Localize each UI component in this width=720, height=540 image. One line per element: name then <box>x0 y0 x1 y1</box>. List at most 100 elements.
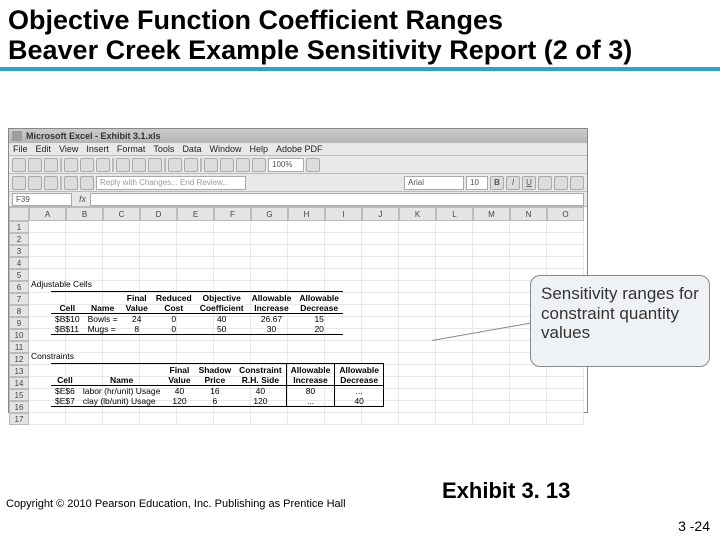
col-header[interactable]: M <box>473 207 510 221</box>
menu-bar[interactable]: File Edit View Insert Format Tools Data … <box>9 143 587 156</box>
toolbar-standard[interactable]: 100% <box>9 156 587 174</box>
preview-icon[interactable] <box>80 158 94 172</box>
fx-icon[interactable]: fx <box>79 194 86 204</box>
row-header[interactable]: 9 <box>9 317 29 329</box>
open-icon[interactable] <box>28 158 42 172</box>
row-header[interactable]: 15 <box>9 389 29 401</box>
row-header[interactable]: 6 <box>9 281 29 293</box>
col-header[interactable]: K <box>399 207 436 221</box>
row-header[interactable]: 11 <box>9 341 29 353</box>
zoom-box[interactable]: 100% <box>268 158 304 172</box>
cell-ref: $B$11 <box>51 324 84 335</box>
col-header[interactable]: B <box>66 207 103 221</box>
menu-data[interactable]: Data <box>182 144 201 154</box>
new-icon[interactable] <box>12 158 26 172</box>
menu-tools[interactable]: Tools <box>153 144 174 154</box>
row-header[interactable]: 1 <box>9 221 29 233</box>
titlebar-app: Microsoft Excel <box>26 131 93 141</box>
menu-format[interactable]: Format <box>117 144 146 154</box>
pdf-icon[interactable] <box>12 176 26 190</box>
cell-ref: $E$6 <box>51 386 79 397</box>
pdf-mail-icon[interactable] <box>28 176 42 190</box>
font-size-box[interactable]: 10 <box>466 176 488 190</box>
align-center-icon[interactable] <box>554 176 568 190</box>
hdr-value: Value <box>164 375 194 386</box>
window-titlebar: Microsoft Excel - Exhibit 3.1.xls <box>9 129 587 143</box>
col-header[interactable]: N <box>510 207 547 221</box>
column-headers[interactable]: A B C D E F G H I J K L M N O <box>9 207 587 221</box>
select-all-corner[interactable] <box>9 207 29 221</box>
pdf-review-icon[interactable] <box>44 176 58 190</box>
review-text: Reply with Changes... End Review... <box>96 176 246 190</box>
cell-val: 24 <box>122 314 152 325</box>
row-header[interactable]: 8 <box>9 305 29 317</box>
col-header[interactable]: C <box>103 207 140 221</box>
redo-icon[interactable] <box>184 158 198 172</box>
excel-icon <box>12 131 22 141</box>
row-header[interactable]: 17 <box>9 413 29 425</box>
menu-view[interactable]: View <box>59 144 78 154</box>
col-header[interactable]: F <box>214 207 251 221</box>
col-header[interactable]: J <box>362 207 399 221</box>
table-row: $B$11 Mugs = 8 0 50 30 20 <box>51 324 343 335</box>
worksheet-grid[interactable]: A B C D E F G H I J K L M N O 1234567891… <box>9 207 587 425</box>
help-icon[interactable] <box>306 158 320 172</box>
underline-icon[interactable]: U <box>522 176 536 190</box>
row-header[interactable]: 5 <box>9 269 29 281</box>
row-header[interactable]: 14 <box>9 377 29 389</box>
menu-file[interactable]: File <box>13 144 28 154</box>
menu-edit[interactable]: Edit <box>36 144 52 154</box>
row-header[interactable]: 2 <box>9 233 29 245</box>
autosum-icon[interactable] <box>204 158 218 172</box>
col-header[interactable]: L <box>436 207 473 221</box>
col-header[interactable]: G <box>251 207 288 221</box>
cut-icon[interactable] <box>116 158 130 172</box>
cell-val: 0 <box>152 314 196 325</box>
spell-icon[interactable] <box>96 158 110 172</box>
save-icon[interactable] <box>44 158 58 172</box>
row-header[interactable]: 10 <box>9 329 29 341</box>
hdr-increase: Increase <box>248 303 296 314</box>
review-icon[interactable] <box>64 176 78 190</box>
menu-window[interactable]: Window <box>209 144 241 154</box>
hdr-allow-dec: Allowable <box>335 364 384 376</box>
paste-icon[interactable] <box>148 158 162 172</box>
menu-insert[interactable]: Insert <box>86 144 109 154</box>
font-name-box[interactable]: Arial <box>404 176 464 190</box>
col-header[interactable]: D <box>140 207 177 221</box>
row-header[interactable]: 3 <box>9 245 29 257</box>
hdr-name: Name <box>84 303 122 314</box>
sort-desc-icon[interactable] <box>236 158 250 172</box>
print-icon[interactable] <box>64 158 78 172</box>
hdr-constraint: Constraint <box>235 364 286 376</box>
cell-val: 40 <box>235 386 286 397</box>
menu-adobe[interactable]: Adobe PDF <box>276 144 323 154</box>
sort-asc-icon[interactable] <box>220 158 234 172</box>
row-header[interactable]: 7 <box>9 293 29 305</box>
cell-val: 20 <box>295 324 343 335</box>
col-header[interactable]: A <box>29 207 66 221</box>
italic-icon[interactable]: I <box>506 176 520 190</box>
row-header[interactable]: 12 <box>9 353 29 365</box>
name-box[interactable]: F39 <box>12 193 72 206</box>
row-header[interactable]: 4 <box>9 257 29 269</box>
undo-icon[interactable] <box>168 158 182 172</box>
menu-help[interactable]: Help <box>249 144 268 154</box>
toolbar-reviewing[interactable]: Reply with Changes... End Review... Aria… <box>9 174 587 192</box>
row-header[interactable]: 13 <box>9 365 29 377</box>
cell-val: 40 <box>335 396 384 407</box>
bold-icon[interactable]: B <box>490 176 504 190</box>
col-header[interactable]: H <box>288 207 325 221</box>
col-header[interactable]: O <box>547 207 584 221</box>
row-header[interactable]: 16 <box>9 401 29 413</box>
sheet-content-overlay: Adjustable Cells Final Reduced Objective… <box>29 221 587 425</box>
chart-icon[interactable] <box>252 158 266 172</box>
copy-icon[interactable] <box>132 158 146 172</box>
formula-bar[interactable] <box>90 193 584 206</box>
review2-icon[interactable] <box>80 176 94 190</box>
col-header[interactable]: E <box>177 207 214 221</box>
align-right-icon[interactable] <box>570 176 584 190</box>
hdr-increase: Increase <box>286 375 335 386</box>
align-left-icon[interactable] <box>538 176 552 190</box>
col-header[interactable]: I <box>325 207 362 221</box>
